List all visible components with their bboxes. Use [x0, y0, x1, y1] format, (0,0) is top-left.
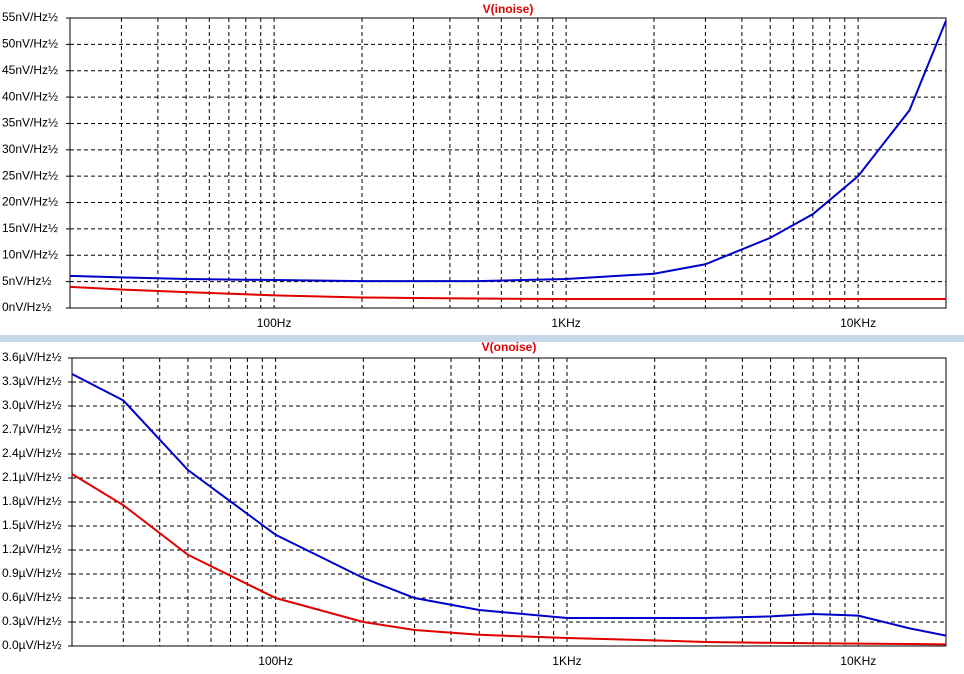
y-tick-label: 10nV/Hz½	[2, 247, 58, 261]
y-tick-label: 1.8µV/Hz½	[2, 494, 62, 508]
y-tick-label: 50nV/Hz½	[2, 37, 58, 51]
y-tick-label: 5nV/Hz½	[2, 274, 51, 288]
y-tick-label: 3.0µV/Hz½	[2, 398, 62, 412]
y-tick-label: 0.3µV/Hz½	[2, 614, 62, 628]
pane-separator	[0, 335, 964, 342]
y-tick-label: 25nV/Hz½	[2, 168, 58, 182]
y-tick-label: 40nV/Hz½	[2, 89, 58, 103]
y-tick-label: 45nV/Hz½	[2, 63, 58, 77]
series-line	[69, 20, 947, 283]
y-tick-label: 0nV/Hz½	[2, 300, 51, 314]
y-tick-label: 35nV/Hz½	[2, 116, 58, 130]
y-tick-label: 20nV/Hz½	[2, 195, 58, 209]
y-tick-label: 1.5µV/Hz½	[2, 518, 62, 532]
x-tick-label: 1KHz	[551, 316, 580, 330]
series-line	[69, 285, 946, 301]
y-tick-label: 55nV/Hz½	[2, 10, 58, 24]
x-tick-label: 10KHz	[840, 654, 876, 668]
y-tick-label: 0.6µV/Hz½	[2, 590, 62, 604]
x-tick-label: 100Hz	[257, 316, 292, 330]
y-tick-label: 2.7µV/Hz½	[2, 422, 62, 436]
series-line	[71, 473, 947, 646]
y-tick-label: 2.1µV/Hz½	[2, 470, 62, 484]
y-tick-label: 3.6µV/Hz½	[2, 350, 62, 364]
y-tick-label: 15nV/Hz½	[2, 221, 58, 235]
y-tick-label: 0.0µV/Hz½	[2, 638, 62, 652]
x-tick-label: 1KHz	[552, 654, 581, 668]
y-tick-label: 1.2µV/Hz½	[2, 542, 62, 556]
chart-title: V(inoise)	[483, 2, 534, 16]
y-tick-label: 0.9µV/Hz½	[2, 566, 62, 580]
y-tick-label: 30nV/Hz½	[2, 142, 58, 156]
plot-border	[69, 17, 947, 309]
chart-title: V(onoise)	[482, 340, 537, 354]
series-line	[71, 373, 947, 637]
plot-border	[71, 357, 947, 647]
x-tick-label: 10KHz	[840, 316, 876, 330]
x-tick-label: 100Hz	[258, 654, 293, 668]
y-tick-label: 3.3µV/Hz½	[2, 374, 62, 388]
y-tick-label: 2.4µV/Hz½	[2, 446, 62, 460]
